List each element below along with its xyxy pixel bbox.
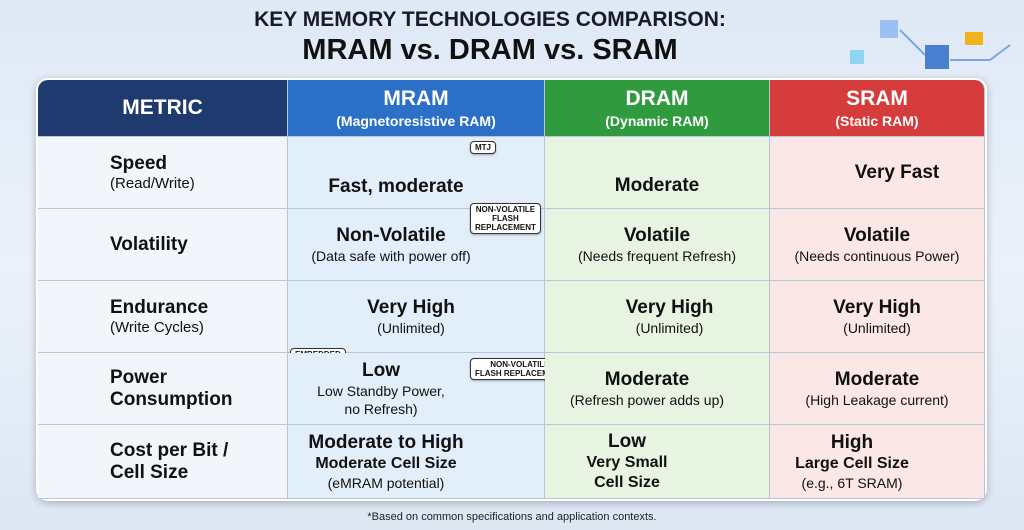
column-name: DRAM xyxy=(625,87,689,110)
cell-text: Volatile xyxy=(843,224,911,246)
column-name: METRIC xyxy=(122,96,203,119)
metric-label: Speed xyxy=(110,152,168,174)
value-cell: Moderate (Refresh power adds up) xyxy=(545,353,770,425)
cell-text: Volatile xyxy=(623,224,691,246)
title-line-1: KEY MEMORY TECHNOLOGIES COMPARISON: xyxy=(254,8,726,31)
cell-text: Very Fast xyxy=(854,161,940,183)
cell-text: Low xyxy=(362,359,400,381)
title-line-2: MRAM vs. DRAM vs. SRAM xyxy=(302,34,678,66)
cell-text: Moderate xyxy=(604,368,690,390)
cell-text: High xyxy=(830,431,874,453)
metric-label: Cell Size xyxy=(110,461,189,483)
cell-text: Cell Size xyxy=(594,473,660,491)
cell-text: Moderate Cell Size xyxy=(315,454,457,472)
badge-line: REPLACEMENT xyxy=(475,223,536,232)
cell-text: Moderate xyxy=(614,174,700,196)
badge: MTJ xyxy=(470,141,496,154)
badge-line: FLASH REPLACEMENT xyxy=(475,369,565,378)
value-cell: Volatile (Needs frequent Refresh) xyxy=(545,209,770,281)
cell-text: Moderate xyxy=(834,368,920,390)
badge-line: FLASH xyxy=(492,214,519,223)
value-cell: Moderate (High Leakage current) xyxy=(770,353,985,425)
cell-text: Very High xyxy=(833,296,921,318)
cell-text: no Refresh) xyxy=(344,400,418,417)
cell-text: Fast, moderate xyxy=(328,175,464,197)
metric-label: Power xyxy=(110,366,168,388)
badge-line: MTJ xyxy=(475,143,491,152)
cell-text: Very High xyxy=(367,296,455,318)
cell-text: (eMRAM potential) xyxy=(327,474,445,491)
value-cell: Moderate to High Moderate Cell Size (eMRAM… xyxy=(288,425,545,499)
metric-label: Cost per Bit / xyxy=(110,439,229,461)
metric-cell: Cost per Bit / Cell Size xyxy=(38,425,288,499)
value-cell: Very High (Unlimited) xyxy=(770,281,985,353)
cell-text: (Needs continuous Power) xyxy=(794,247,960,264)
metric-label: (Write Cycles) xyxy=(110,318,204,336)
metric-label: (Read/Write) xyxy=(110,174,195,192)
metric-label: Endurance xyxy=(110,296,209,318)
metric-label: Volatility xyxy=(110,233,188,255)
footnote: *Based on common specifications and appl… xyxy=(367,511,657,523)
metric-cell: Volatility xyxy=(38,209,288,281)
cell-text: (Unlimited) xyxy=(377,319,445,336)
column-name: SRAM xyxy=(846,87,908,110)
metric-cell: Power Consumption xyxy=(38,353,288,425)
cell-text: (Refresh power adds up) xyxy=(569,391,725,408)
value-cell: Fast, moderate xyxy=(288,137,545,209)
column-subtitle: (Magnetoresistive RAM) xyxy=(336,113,496,129)
column-subtitle: (Dynamic RAM) xyxy=(605,113,709,129)
cell-text: Low xyxy=(608,430,646,452)
value-cell: Non-Volatile (Data safe with power off) xyxy=(288,209,545,281)
metric-cell: Speed (Read/Write) xyxy=(38,137,288,209)
value-cell: Very High (Unlimited) xyxy=(288,281,545,353)
metric-label: Consumption xyxy=(110,388,233,410)
cell-text: Large Cell Size xyxy=(795,454,909,472)
cell-text: (High Leakage current) xyxy=(805,391,949,408)
cell-text: Low Standby Power, xyxy=(317,382,445,399)
value-cell: Very High (Unlimited) xyxy=(545,281,770,353)
value-cell: Low Very Small Cell Size xyxy=(545,425,770,499)
column-header: SRAM (Static RAM) xyxy=(770,80,985,137)
value-cell: Moderate xyxy=(545,137,770,209)
column-header: MRAM (Magnetoresistive RAM) xyxy=(288,80,545,137)
metric-cell: Endurance (Write Cycles) xyxy=(38,281,288,353)
cell-text: Very High xyxy=(625,296,714,318)
value-cell: Volatile (Needs continuous Power) xyxy=(770,209,985,281)
cell-text: Non-Volatile xyxy=(336,224,446,246)
cell-text: (Data safe with power off) xyxy=(311,247,471,264)
cell-text: (Needs frequent Refresh) xyxy=(578,247,736,264)
badge: NON-VOLATILE FLASH REPLACEMENT xyxy=(470,358,570,380)
value-cell: High Large Cell Size (e.g., 6T SRAM) xyxy=(770,425,985,499)
value-cell: Very Fast xyxy=(770,137,985,209)
column-header: METRIC xyxy=(38,80,288,137)
badge-line: NON-VOLATILE xyxy=(475,205,536,214)
cell-text: Very Small xyxy=(586,453,668,471)
column-name: MRAM xyxy=(383,87,449,110)
badge: NON-VOLATILE FLASH REPLACEMENT xyxy=(470,203,541,234)
badge-line: NON-VOLATILE xyxy=(490,360,550,369)
cell-text: (Unlimited) xyxy=(843,319,911,336)
cell-text: Moderate to High xyxy=(308,431,464,453)
column-header: DRAM (Dynamic RAM) xyxy=(545,80,770,137)
column-subtitle: (Static RAM) xyxy=(835,113,919,129)
cell-text: (e.g., 6T SRAM) xyxy=(801,474,903,491)
cell-text: (Unlimited) xyxy=(635,319,704,336)
